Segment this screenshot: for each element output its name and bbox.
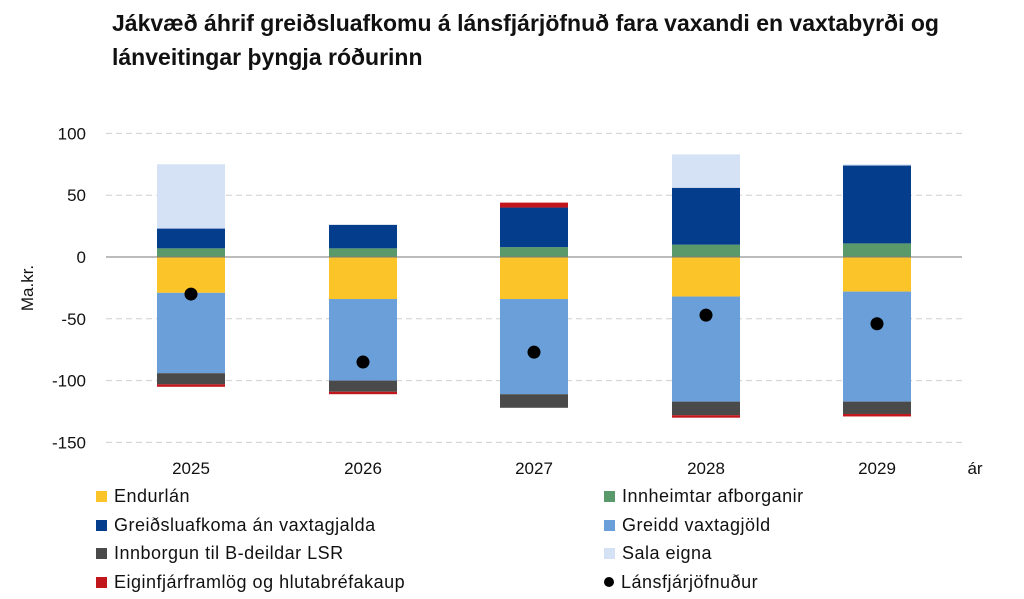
balance-point (184, 287, 198, 301)
legend-item: Sala eigna (604, 543, 712, 564)
balance-point (870, 317, 884, 331)
legend-item: Lánsfjárjöfnuður (604, 572, 758, 593)
bar-segment (843, 243, 911, 257)
balance-point (527, 345, 541, 359)
legend-item: Greiðsluafkoma án vaxtagjalda (96, 515, 376, 536)
bar-segment (500, 247, 568, 257)
bar-segment (157, 373, 225, 385)
bar-segment (500, 257, 568, 300)
legend-label: Eiginfjárframlög og hlutabréfakaup (114, 571, 406, 592)
balance-point (699, 308, 713, 322)
bar-segment (157, 248, 225, 257)
x-axis-label: ár (967, 459, 982, 478)
legend-item: Innheimtar afborganir (604, 486, 804, 507)
legend-label: Endurlán (114, 486, 191, 506)
bar-segment (329, 380, 397, 392)
x-tick-label: 2027 (515, 459, 553, 478)
balance-point (356, 355, 370, 369)
x-tick-label: 2029 (858, 459, 896, 478)
bar-segment (843, 165, 911, 244)
bar-segment (672, 401, 740, 416)
legend-swatch (96, 548, 107, 559)
chart-title: Jákvæð áhrif greiðsluafkomu á lánsfjárjö… (112, 10, 939, 70)
legend-swatch (604, 519, 615, 531)
bar-segment (672, 187, 740, 245)
bar-segment (329, 391, 397, 395)
bar-segment (672, 257, 740, 297)
bar-segment (843, 257, 911, 292)
legend-label: Greidd vaxtagjöld (622, 514, 771, 535)
bar-segment (500, 202, 568, 208)
bar-segment (500, 207, 568, 248)
bar-segment (672, 244, 740, 257)
y-tick-label: -100 (52, 372, 86, 391)
legend-label: Lánsfjárjöfnuður (621, 571, 759, 592)
y-tick-label: -150 (52, 433, 86, 452)
legend-item: Innborgun til B-deildar LSR (96, 543, 344, 564)
bar-segment (157, 228, 225, 249)
stacked-bar-chart: 100 50 0 -50 -100 -150 2025 2026 2027 2028 2029 Ma.… (18, 124, 983, 478)
legend-item: Endurlán (96, 486, 190, 507)
bar-segment (329, 248, 397, 257)
y-tick-label: 0 (77, 248, 86, 267)
legend-label: Innborgun til B-deildar LSR (114, 543, 344, 563)
y-axis-label: Ma.kr. (18, 265, 37, 311)
x-tick-label: 2025 (172, 459, 210, 478)
legend-swatch (96, 519, 107, 531)
legend-swatch (604, 548, 615, 559)
bar-segment (843, 291, 911, 402)
bar-segment (157, 292, 225, 374)
legend-swatch (96, 491, 107, 502)
bar-segment (157, 384, 225, 387)
bar-segment (843, 401, 911, 414)
legend-label: Sala eigna (622, 543, 713, 563)
bar-segment (500, 394, 568, 408)
y-tick-label: 100 (58, 124, 86, 143)
bar-segment (672, 415, 740, 418)
legend-swatch (604, 491, 615, 502)
bar-segment (329, 257, 397, 300)
bar-segment (843, 413, 911, 417)
bar-segment (843, 164, 911, 166)
legend-swatch (96, 576, 107, 588)
legend-item: Eiginfjárframlög og hlutabréfakaup (96, 572, 405, 593)
legend-swatch (604, 577, 614, 587)
x-tick-label: 2028 (687, 459, 725, 478)
bar-segment (157, 257, 225, 293)
legend-label: Greiðsluafkoma án vaxtagjalda (114, 514, 376, 535)
legend-label: Innheimtar afborganir (622, 486, 804, 506)
bar-segment (672, 154, 740, 188)
y-tick-label: 50 (67, 186, 86, 205)
bar-segment (329, 224, 397, 249)
bar-segment (157, 164, 225, 229)
x-tick-label: 2026 (344, 459, 382, 478)
y-tick-label: -50 (61, 310, 86, 329)
legend-item: Greidd vaxtagjöld (604, 515, 771, 536)
